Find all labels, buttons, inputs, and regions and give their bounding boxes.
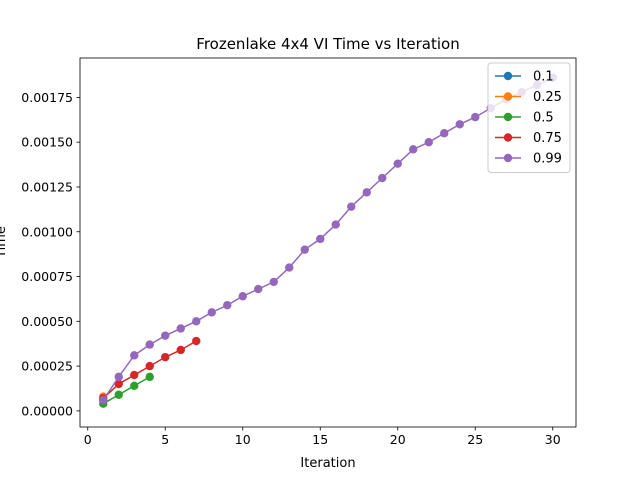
data-point — [331, 220, 340, 229]
y-axis-label: Time — [0, 226, 9, 259]
data-point — [471, 112, 480, 122]
y-tick-label: 0.00125 — [21, 179, 73, 194]
data-point — [393, 159, 402, 168]
legend-label: 0.99 — [533, 152, 562, 167]
legend-item: 0.99 — [495, 152, 562, 167]
legend-marker — [503, 112, 513, 122]
y-tick-label: 0.00025 — [21, 359, 73, 374]
data-point — [176, 324, 185, 333]
legend-item: 0.25 — [495, 90, 562, 105]
y-tick-label: 0.00150 — [21, 135, 73, 150]
y-tick-label: 0.00075 — [21, 269, 73, 284]
chart-title: Frozenlake 4x4 VI Time vs Iteration — [196, 35, 459, 53]
x-axis-ticks: 0 5 10 15 20 25 30 — [84, 427, 561, 447]
x-tick-label: 0 — [84, 432, 92, 447]
legend-box — [487, 62, 571, 173]
legend-label: 0.75 — [533, 131, 562, 146]
legend-marker — [503, 153, 513, 163]
data-point — [409, 145, 418, 154]
data-point — [207, 308, 216, 317]
data-point — [347, 202, 356, 211]
legend-item: 0.1 — [495, 70, 554, 85]
data-point — [145, 340, 154, 349]
legend: 0.1 0.25 0.5 0.75 0.99 — [487, 62, 571, 173]
data-point — [145, 372, 154, 382]
data-point — [161, 331, 170, 340]
legend-label: 0.1 — [533, 70, 554, 85]
data-point — [192, 317, 201, 326]
data-point — [316, 234, 325, 244]
series-0.99 — [99, 73, 557, 405]
legend-marker — [503, 71, 513, 81]
y-tick-label: 0.00175 — [21, 90, 73, 105]
x-tick-label: 10 — [235, 432, 251, 447]
data-point — [145, 361, 154, 371]
legend-marker — [503, 133, 513, 142]
data-point — [455, 120, 464, 129]
data-point — [114, 390, 123, 399]
x-tick-label: 15 — [312, 432, 328, 447]
x-tick-label: 30 — [545, 432, 561, 447]
data-point — [161, 352, 170, 362]
plot-frame — [79, 57, 577, 428]
series-line — [102, 376, 151, 405]
data-point — [130, 370, 139, 380]
data-point — [130, 351, 139, 360]
data-point — [300, 245, 309, 254]
data-point — [114, 379, 123, 389]
legend-item: 0.75 — [495, 131, 562, 146]
data-point — [440, 129, 449, 138]
plot-area — [79, 57, 577, 428]
data-point — [269, 277, 278, 287]
data-point — [223, 300, 232, 310]
data-point — [254, 284, 263, 294]
data-point — [378, 173, 387, 183]
data-point — [285, 263, 294, 272]
legend-marker — [503, 92, 513, 101]
y-tick-label: 0.00000 — [21, 403, 73, 418]
data-point — [192, 336, 201, 346]
series-0.75 — [99, 336, 201, 403]
data-point — [176, 345, 185, 355]
data-point — [99, 395, 108, 405]
legend-label: 0.25 — [533, 90, 562, 105]
series-layer — [99, 73, 557, 408]
data-point — [424, 137, 433, 147]
x-tick-label: 5 — [161, 432, 169, 447]
x-axis-label: Iteration — [300, 456, 355, 471]
data-point — [114, 372, 123, 382]
y-axis-ticks: 0.00000 0.00025 0.00050 0.00075 0.00100 0.001… — [21, 90, 80, 418]
y-tick-label: 0.00050 — [21, 314, 73, 329]
data-point — [238, 292, 247, 301]
legend-label: 0.5 — [533, 111, 554, 126]
x-tick-label: 20 — [390, 432, 406, 447]
legend-item: 0.5 — [495, 111, 554, 126]
x-tick-label: 25 — [467, 432, 483, 447]
data-point — [130, 381, 139, 391]
data-point — [362, 188, 371, 197]
y-tick-label: 0.00100 — [21, 224, 73, 239]
